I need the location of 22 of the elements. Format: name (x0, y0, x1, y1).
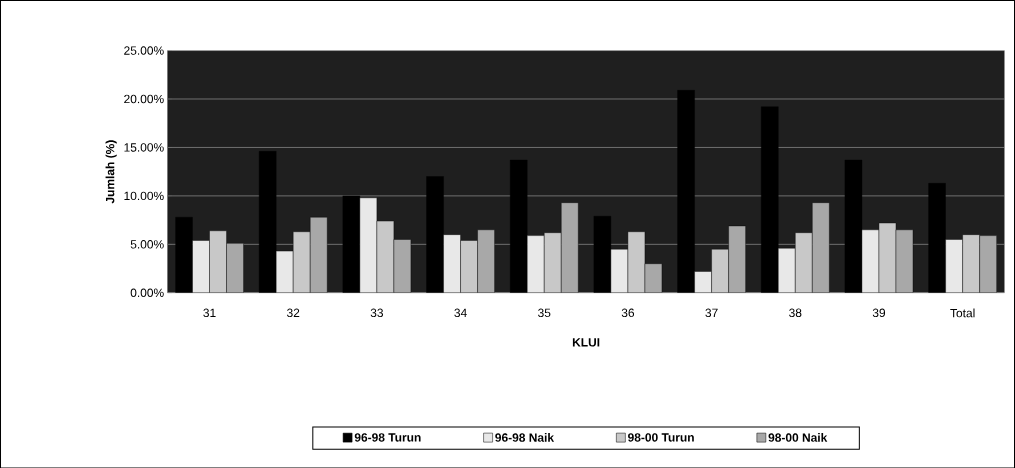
x-tick-label: 37 (705, 308, 718, 317)
legend-label: 96-98 Turun (354, 432, 421, 442)
y-tick-label: 0.00% (130, 288, 164, 297)
x-tick-label: 33 (370, 308, 383, 317)
x-tick-label: 39 (872, 308, 886, 317)
y-tick-label: 25.00% (124, 46, 164, 55)
x-tick-label: 36 (621, 308, 635, 317)
y-tick-label: 5.00% (130, 239, 164, 249)
x-axis-title: KLUI (572, 338, 600, 347)
legend-label: 98-00 Turun (628, 432, 694, 442)
x-tick-label: Total (950, 308, 975, 318)
x-tick-label: 32 (286, 308, 300, 317)
y-tick-label: 10.00% (124, 191, 164, 200)
x-tick-label: 38 (789, 308, 802, 317)
legend-label: 96-98 Naik (495, 432, 555, 442)
y-axis-title: Jumlah (%) (105, 140, 117, 204)
y-tick-label: 20.00% (124, 94, 164, 104)
y-tick-label: 15.00% (124, 142, 164, 152)
x-tick-label: 34 (454, 308, 467, 317)
x-tick-label: 31 (203, 308, 216, 317)
x-tick-label: 35 (538, 308, 551, 317)
legend-label: 98-00 Naik (768, 432, 828, 442)
